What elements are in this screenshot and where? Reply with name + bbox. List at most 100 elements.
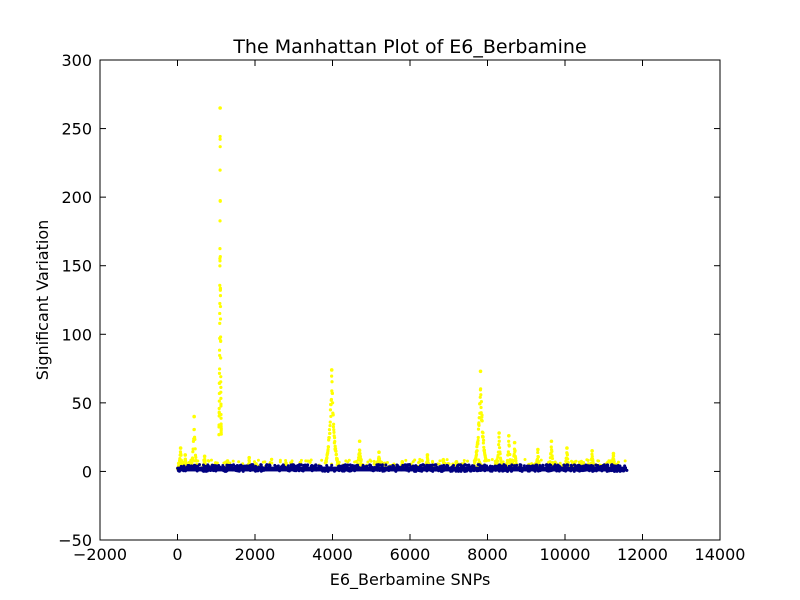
baseline-point bbox=[507, 464, 511, 468]
significant-point bbox=[247, 459, 251, 463]
y-tick-label: 150 bbox=[61, 257, 92, 276]
baseline-point bbox=[566, 463, 570, 467]
significant-point bbox=[218, 335, 223, 339]
significant-point bbox=[437, 462, 441, 466]
significant-peak-point bbox=[178, 446, 183, 450]
baseline-point bbox=[401, 463, 405, 467]
baseline-point bbox=[432, 468, 436, 472]
baseline-point bbox=[387, 469, 391, 473]
significant-point bbox=[497, 446, 502, 450]
baseline-point bbox=[259, 463, 263, 467]
baseline-point bbox=[422, 467, 426, 471]
baseline-point bbox=[373, 468, 377, 472]
significant-point bbox=[586, 458, 590, 462]
significant-point bbox=[179, 461, 183, 465]
significant-point bbox=[550, 456, 555, 461]
significant-point bbox=[366, 460, 370, 464]
baseline-point bbox=[197, 463, 201, 467]
baseline-point bbox=[226, 466, 230, 470]
baseline-point bbox=[378, 463, 382, 467]
significant-point bbox=[508, 452, 512, 457]
baseline-point bbox=[272, 467, 276, 471]
significant-point bbox=[579, 462, 583, 466]
x-axis-ticks: −2000 0 2000 4000 6000 8000 10000 12000 14000 bbox=[73, 60, 746, 564]
y-axis-ticks: −50 0 50 100 150 200 250 300 bbox=[58, 51, 720, 550]
significant-point bbox=[462, 459, 466, 463]
significant-peak-point bbox=[377, 450, 381, 455]
significant-point bbox=[481, 438, 486, 442]
significant-point bbox=[566, 457, 570, 461]
baseline-point bbox=[366, 467, 370, 471]
baseline-point bbox=[414, 468, 418, 472]
significant-point bbox=[237, 460, 241, 464]
baseline-point bbox=[580, 468, 584, 472]
significant-point bbox=[509, 459, 513, 463]
baseline-point bbox=[252, 467, 256, 471]
baseline-point bbox=[275, 465, 279, 469]
x-tick-label: 14000 bbox=[695, 545, 746, 564]
baseline-point bbox=[480, 464, 484, 468]
baseline-point bbox=[583, 468, 587, 472]
significant-point bbox=[331, 425, 335, 429]
baseline-point bbox=[563, 464, 567, 468]
baseline-point bbox=[278, 469, 282, 473]
baseline-point bbox=[455, 465, 459, 469]
baseline-point bbox=[285, 467, 289, 471]
significant-point bbox=[480, 413, 484, 417]
baseline-point bbox=[610, 463, 614, 467]
baseline-point bbox=[396, 467, 400, 471]
baseline-point bbox=[249, 466, 252, 470]
significant-point bbox=[454, 461, 458, 465]
baseline-point bbox=[414, 464, 418, 468]
baseline-point bbox=[382, 466, 386, 470]
significant-point bbox=[219, 375, 223, 379]
baseline-point bbox=[403, 463, 407, 467]
baseline-point bbox=[437, 469, 441, 473]
baseline-point bbox=[430, 466, 434, 470]
baseline-point bbox=[488, 466, 492, 470]
baseline-point bbox=[571, 467, 575, 471]
baseline-point bbox=[401, 466, 405, 470]
baseline-point bbox=[512, 464, 516, 468]
baseline-point bbox=[376, 468, 380, 472]
significant-point bbox=[358, 448, 362, 453]
baseline-point bbox=[501, 469, 505, 473]
baseline-point bbox=[434, 463, 438, 467]
x-tick-label: 10000 bbox=[540, 545, 591, 564]
significant-point bbox=[194, 455, 198, 459]
baseline-point bbox=[616, 468, 620, 472]
significant-point bbox=[380, 460, 384, 464]
significant-point bbox=[256, 458, 260, 462]
significant-point bbox=[539, 458, 543, 462]
significant-point bbox=[334, 452, 338, 456]
significant-point bbox=[420, 458, 424, 462]
significant-point bbox=[558, 461, 562, 465]
significant-point bbox=[501, 460, 505, 464]
baseline-point bbox=[522, 464, 526, 468]
baseline-point bbox=[286, 464, 290, 468]
significant-point bbox=[479, 400, 484, 404]
significant-point bbox=[326, 447, 330, 452]
significant-point bbox=[482, 445, 486, 449]
baseline-point bbox=[214, 469, 218, 472]
series-baseline bbox=[176, 463, 629, 473]
significant-point bbox=[218, 247, 222, 251]
baseline-point bbox=[391, 466, 395, 470]
significant-point bbox=[481, 435, 485, 439]
baseline-point bbox=[314, 463, 318, 467]
baseline-point bbox=[310, 469, 314, 473]
significant-point bbox=[369, 459, 373, 463]
baseline-point bbox=[363, 467, 367, 471]
significant-point bbox=[219, 422, 223, 426]
significant-point bbox=[206, 459, 210, 463]
significant-peak-point bbox=[497, 431, 501, 435]
significant-point bbox=[476, 442, 480, 446]
baseline-point bbox=[501, 465, 505, 469]
baseline-point bbox=[405, 463, 409, 467]
significant-point bbox=[547, 460, 551, 464]
significant-point bbox=[417, 460, 421, 464]
baseline-point bbox=[477, 463, 481, 467]
baseline-point bbox=[483, 466, 487, 470]
x-axis-label: E6_Berbamine SNPs bbox=[330, 570, 491, 590]
